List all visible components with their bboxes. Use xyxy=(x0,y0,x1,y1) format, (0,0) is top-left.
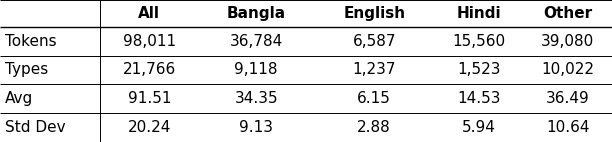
Text: 36.49: 36.49 xyxy=(546,91,589,106)
Text: 6.15: 6.15 xyxy=(357,91,391,106)
Text: 10,022: 10,022 xyxy=(541,62,594,78)
Text: Types: Types xyxy=(5,62,48,78)
Text: 39,080: 39,080 xyxy=(541,34,594,49)
Text: English: English xyxy=(343,6,405,21)
Text: Avg: Avg xyxy=(5,91,33,106)
Text: 10.64: 10.64 xyxy=(546,120,589,135)
Text: 36,784: 36,784 xyxy=(230,34,283,49)
Text: 91.51: 91.51 xyxy=(127,91,171,106)
Text: 9.13: 9.13 xyxy=(239,120,273,135)
Text: 98,011: 98,011 xyxy=(123,34,176,49)
Text: 1,237: 1,237 xyxy=(353,62,396,78)
Text: Other: Other xyxy=(543,6,592,21)
Text: 21,766: 21,766 xyxy=(122,62,176,78)
Text: 34.35: 34.35 xyxy=(234,91,278,106)
Text: Std Dev: Std Dev xyxy=(5,120,65,135)
Text: 5.94: 5.94 xyxy=(462,120,496,135)
Text: 1,523: 1,523 xyxy=(458,62,501,78)
Text: 2.88: 2.88 xyxy=(357,120,391,135)
Text: 9,118: 9,118 xyxy=(234,62,278,78)
Text: Bangla: Bangla xyxy=(226,6,286,21)
Text: 14.53: 14.53 xyxy=(458,91,501,106)
Text: 6,587: 6,587 xyxy=(353,34,396,49)
Text: 20.24: 20.24 xyxy=(128,120,171,135)
Text: 15,560: 15,560 xyxy=(453,34,506,49)
Text: Hindi: Hindi xyxy=(457,6,502,21)
Text: Tokens: Tokens xyxy=(5,34,56,49)
Text: All: All xyxy=(138,6,160,21)
